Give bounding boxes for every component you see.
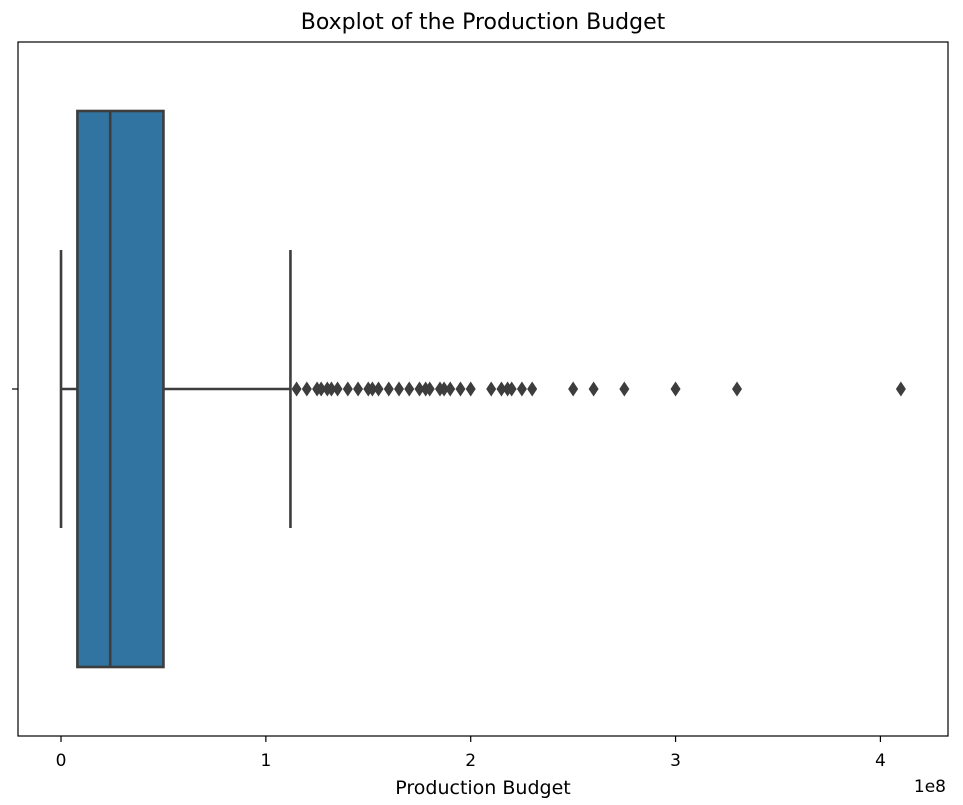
chart-title: Boxplot of the Production Budget: [301, 10, 666, 35]
x-axis-label: Production Budget: [395, 777, 570, 799]
outlier-point: [588, 381, 599, 397]
x-tick-label: 0: [56, 751, 67, 771]
outlier-point: [301, 381, 312, 397]
outlier-point: [445, 381, 456, 397]
outlier-point: [383, 381, 394, 397]
outlier-point: [455, 381, 466, 397]
outlier-point: [342, 381, 353, 397]
outlier-point: [394, 381, 405, 397]
outlier-point: [465, 381, 476, 397]
outlier-point: [373, 381, 384, 397]
outlier-point: [404, 381, 415, 397]
iqr-box: [76, 109, 165, 669]
x-axis-ticks: 0 1 2 3 4: [56, 736, 886, 771]
outlier-point: [568, 381, 579, 397]
outlier-point: [316, 381, 327, 397]
x-tick-label: 3: [670, 751, 681, 771]
plot-area: [59, 109, 906, 669]
outlier-point: [424, 381, 435, 397]
x-tick-label: 4: [875, 751, 886, 771]
outlier-point: [516, 381, 527, 397]
outlier-point: [496, 381, 507, 397]
outlier-point: [332, 381, 343, 397]
outlier-point: [367, 381, 378, 397]
outlier-point: [670, 381, 681, 397]
outlier-point: [732, 381, 743, 397]
outlier-point: [291, 381, 302, 397]
outlier-point: [414, 381, 425, 397]
outlier-point: [619, 381, 630, 397]
outlier-point: [486, 381, 497, 397]
outlier-point: [326, 381, 337, 397]
x-tick-label: 2: [465, 751, 476, 771]
outlier-point: [506, 381, 517, 397]
outlier-point: [895, 381, 906, 397]
x-axis-offset-label: 1e8: [914, 777, 946, 797]
outlier-point: [439, 381, 450, 397]
x-tick-label: 1: [260, 751, 271, 771]
outlier-point: [353, 381, 364, 397]
outlier-point: [527, 381, 538, 397]
